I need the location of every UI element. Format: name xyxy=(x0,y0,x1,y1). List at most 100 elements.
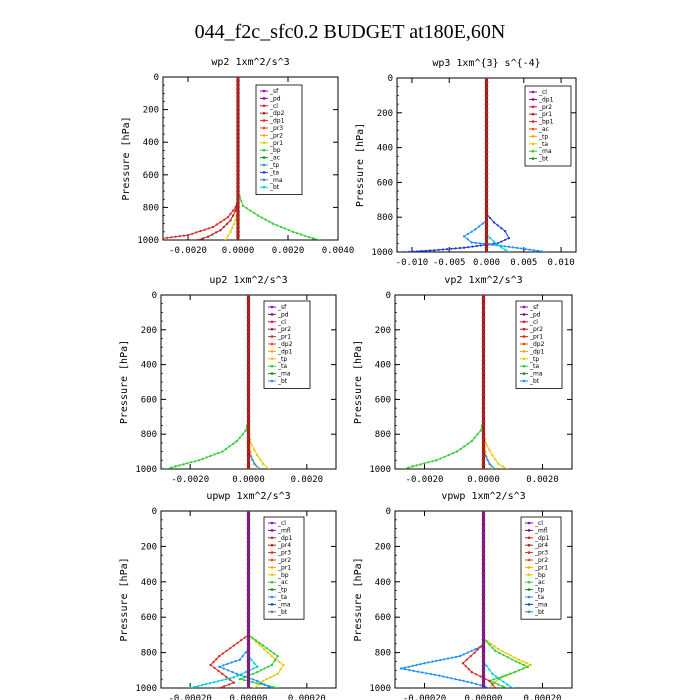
series-point xyxy=(272,674,276,677)
zero-line-marker xyxy=(481,602,486,606)
series-point xyxy=(273,659,276,662)
series-point xyxy=(475,673,478,676)
zero-line-marker xyxy=(481,593,486,597)
series-point xyxy=(488,686,491,688)
zero-line-marker xyxy=(484,158,489,163)
zero-line-marker xyxy=(246,615,251,619)
series-point xyxy=(412,669,415,673)
series-point xyxy=(496,243,499,247)
zero-line-marker xyxy=(246,441,251,445)
series-point xyxy=(272,685,275,688)
zero-line-marker xyxy=(481,328,486,332)
zero-line-marker xyxy=(246,597,251,602)
series-point xyxy=(252,678,255,681)
series-point xyxy=(491,672,494,675)
zero-line-marker xyxy=(481,664,486,668)
legend-marker xyxy=(270,357,274,361)
series-point xyxy=(458,655,461,658)
zero-line-marker xyxy=(481,310,486,315)
series-point xyxy=(438,674,441,677)
legend-label: _dp1 xyxy=(534,535,550,542)
zero-line-marker xyxy=(236,209,240,214)
series-group xyxy=(165,295,270,469)
series-point xyxy=(462,679,465,683)
series-point xyxy=(262,644,265,647)
y-tick-label: 800 xyxy=(143,203,159,213)
series-point xyxy=(193,685,196,688)
series-point xyxy=(516,246,519,249)
zero-line-marker xyxy=(484,145,489,150)
zero-line-marker xyxy=(246,314,251,319)
y-axis-label: Pressure [hPa] xyxy=(353,557,364,641)
zero-line-marker xyxy=(481,388,486,393)
zero-line-marker xyxy=(246,553,251,558)
zero-line-marker xyxy=(484,102,489,106)
legend-label: _cl xyxy=(269,103,278,110)
series-point xyxy=(240,672,243,675)
zero-line-marker xyxy=(481,606,486,611)
series-point xyxy=(211,233,214,236)
series-point xyxy=(466,442,470,445)
series-point xyxy=(450,677,453,680)
zero-line-marker xyxy=(236,136,240,140)
series-point xyxy=(219,221,222,224)
zero-line-marker xyxy=(481,301,486,306)
series-point xyxy=(259,669,262,672)
series-group xyxy=(189,511,285,688)
zero-line-marker xyxy=(481,354,486,358)
series-point xyxy=(446,676,449,679)
series-point xyxy=(407,466,410,469)
legend-marker xyxy=(531,98,535,101)
series-line-tp xyxy=(483,511,514,688)
zero-line-marker xyxy=(246,641,251,646)
series-point xyxy=(509,654,512,657)
x-tick-label: -0.00020 xyxy=(403,694,446,700)
series-point xyxy=(485,640,488,643)
legend-label: _cl xyxy=(277,319,286,326)
zero-line-marker xyxy=(236,103,240,108)
legend-marker xyxy=(270,305,274,309)
zero-line-marker xyxy=(246,531,251,535)
y-tick-label: 600 xyxy=(143,171,159,181)
zero-line-marker xyxy=(236,148,240,153)
zero-line-marker xyxy=(246,423,251,428)
series-point xyxy=(419,463,422,466)
series-point xyxy=(488,448,491,451)
zero-line-marker xyxy=(246,637,251,642)
zero-line-marker xyxy=(481,336,486,341)
series-point xyxy=(491,454,494,457)
zero-line-marker xyxy=(246,445,251,450)
zero-line-marker xyxy=(481,650,486,655)
zero-line-marker xyxy=(484,237,489,241)
series-point xyxy=(269,676,272,679)
x-tick-label: 0.0000 xyxy=(467,475,500,485)
series-point xyxy=(226,662,229,666)
legend-marker xyxy=(270,573,274,577)
legend-marker xyxy=(531,149,535,153)
series-point xyxy=(224,678,228,681)
series-point xyxy=(178,464,181,467)
zero-line-marker xyxy=(481,441,486,445)
series-point xyxy=(421,671,424,674)
zero-line-marker xyxy=(481,362,486,367)
legend-marker xyxy=(531,90,535,94)
series-point xyxy=(402,467,405,469)
series-point xyxy=(470,681,473,684)
zero-line-marker xyxy=(246,606,251,611)
series-point xyxy=(509,672,512,675)
series-point xyxy=(223,218,226,221)
legend-marker xyxy=(531,142,535,146)
zero-line-marker xyxy=(236,205,240,210)
legend-label: _cl xyxy=(277,520,286,527)
series-point xyxy=(270,686,273,688)
panel-title: vpwp 1xm^2/s^3 xyxy=(441,491,525,502)
series-point xyxy=(221,652,225,655)
zero-line-marker xyxy=(481,306,486,310)
zero-line-marker xyxy=(484,228,489,233)
x-tick-label: 0.0000 xyxy=(222,246,255,256)
series-point xyxy=(221,450,224,453)
zero-line-marker xyxy=(246,406,251,410)
x-tick-label: 0.00020 xyxy=(524,694,562,700)
series-point xyxy=(494,686,497,688)
series-point xyxy=(291,230,295,233)
